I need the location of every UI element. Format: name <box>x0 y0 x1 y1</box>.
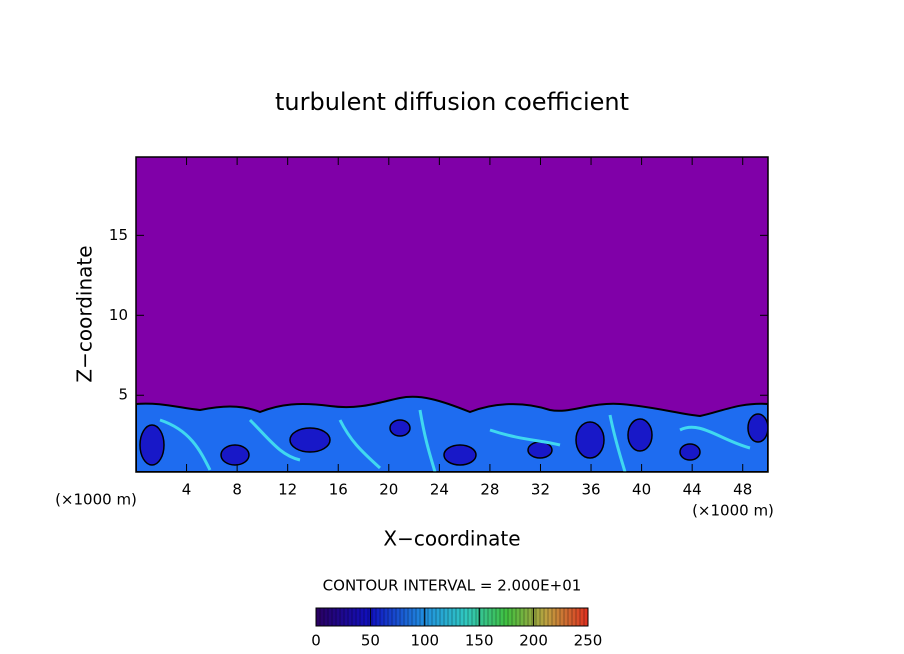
x-tick-label: 32 <box>531 481 550 499</box>
x-tick-label: 24 <box>430 481 449 499</box>
colorbar-tick-label: 0 <box>311 632 321 650</box>
chart-title: turbulent diffusion coefficient <box>275 88 629 116</box>
y-unit: (×1000 m) <box>55 491 137 509</box>
y-axis-label: Z−coordinate <box>73 245 97 382</box>
x-tick-label: 8 <box>232 481 242 499</box>
y-tick-label: 5 <box>118 386 128 404</box>
x-tick-label: 28 <box>480 481 499 499</box>
turbulent-layer <box>136 395 768 472</box>
x-tick-label: 48 <box>733 481 752 499</box>
colorbar-tick-label: 50 <box>361 632 380 650</box>
x-tick-label: 12 <box>278 481 297 499</box>
x-tick-label: 16 <box>329 481 348 499</box>
x-tick-label: 4 <box>182 481 192 499</box>
colorbar-tick-label: 250 <box>574 632 603 650</box>
x-tick-label: 20 <box>379 481 398 499</box>
y-tick-label: 15 <box>109 226 128 244</box>
plot-frame <box>135 156 769 473</box>
colorbar-tick-label: 100 <box>410 632 439 650</box>
x-tick-label: 36 <box>581 481 600 499</box>
colorbar-tick-label: 150 <box>465 632 494 650</box>
x-axis-label: X−coordinate <box>383 527 520 551</box>
x-unit: (×1000 m) <box>692 502 774 520</box>
x-tick-label: 40 <box>632 481 651 499</box>
contour-interval: CONTOUR INTERVAL = 2.000E+01 <box>323 577 582 595</box>
x-tick-label: 44 <box>683 481 702 499</box>
y-tick-label: 10 <box>109 306 128 324</box>
colorbar-tick-label: 200 <box>519 632 548 650</box>
